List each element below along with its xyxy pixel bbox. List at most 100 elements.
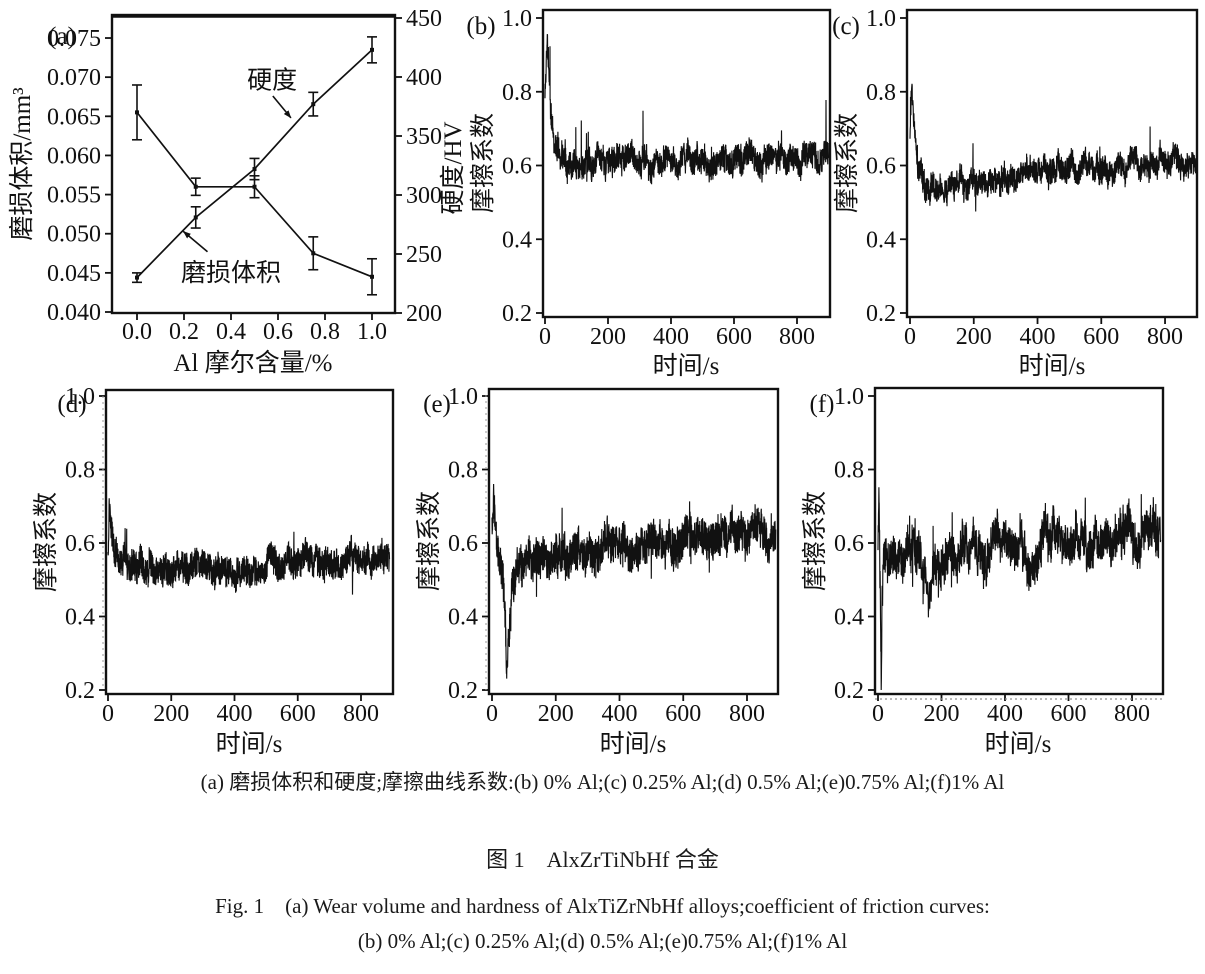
y-tick-label: 300 xyxy=(406,183,442,209)
y-tick-label: 0.070 xyxy=(47,65,101,91)
data-point xyxy=(135,275,139,280)
x-tick-label: 400 xyxy=(653,324,689,350)
x-tick-label: 400 xyxy=(217,701,253,727)
panel-label: (b) xyxy=(466,13,495,40)
x-tick-label: 600 xyxy=(665,701,701,727)
x-tick-label: 800 xyxy=(729,701,765,727)
data-point xyxy=(311,251,316,256)
caption-title-en: Fig. 1 (a) Wear volume and hardness of A… xyxy=(215,894,990,918)
x-tick-label: 600 xyxy=(280,701,316,727)
data-point xyxy=(370,47,374,52)
panel-label: (f) xyxy=(810,391,835,418)
y-tick-label: 0.4 xyxy=(65,605,95,631)
caption-subplots-en: (b) 0% Al;(c) 0.25% Al;(d) 0.5% Al;(e)0.… xyxy=(357,929,848,953)
y-tick-label: 0.8 xyxy=(65,458,95,484)
annotation-wear-volume: 磨损体积 xyxy=(181,230,281,287)
y-tick-label: 0.8 xyxy=(866,80,896,106)
panel-c: 1.0 0.8 0.6 0.4 0.2 0 200 400 600 800 时间/s 摩擦系数 (c) xyxy=(832,6,1199,380)
panel-a: 0.0750.0700.0650.0600.0550.0500.0450.040… xyxy=(8,6,467,377)
x-tick-label: 800 xyxy=(343,701,379,727)
plot-frame xyxy=(487,387,780,696)
panel-e: 1.0 0.8 0.6 0.4 0.2 0 200 400 600 800 时间/s 摩擦系数 (e) xyxy=(415,384,780,758)
y-tick-label: 0.8 xyxy=(502,80,532,106)
y-tick-label: 0.6 xyxy=(502,154,532,180)
panel-label: (c) xyxy=(832,13,860,40)
x-tick-label: 600 xyxy=(1051,701,1087,727)
x-tick-label: 0 xyxy=(872,701,884,727)
y-tick-label: 0.4 xyxy=(866,227,896,253)
y-axis-label: 摩擦系数 xyxy=(833,113,861,213)
y-axis-label-left: 磨损体积/mm³ xyxy=(8,87,36,241)
plot-frame xyxy=(541,8,832,319)
y-tick-label: 0.2 xyxy=(65,678,95,704)
annotation-arrow xyxy=(272,95,292,119)
x-axis-label: 时间/s xyxy=(1019,352,1086,380)
x-tick-label: 0.4 xyxy=(216,319,246,345)
x-tick-label: 400 xyxy=(987,701,1023,727)
plot-frame xyxy=(873,386,1165,696)
y-tick-label: 0.6 xyxy=(65,531,95,557)
y-tick-label: 0.2 xyxy=(834,678,864,704)
data-point xyxy=(252,167,257,172)
data-point xyxy=(311,102,316,107)
friction-signal xyxy=(107,498,391,595)
panel-f: 1.0 0.8 0.6 0.4 0.2 0 200 400 600 800 时间/s 摩擦系数 (f) xyxy=(801,384,1165,758)
x-tick-label: 200 xyxy=(538,701,574,727)
y-tick-label: 450 xyxy=(406,6,442,32)
y-tick-label: 0.8 xyxy=(834,458,864,484)
y-tick-label: 0.6 xyxy=(834,531,864,557)
y-axis-label-right: 硬度/HV xyxy=(439,121,467,214)
y-tick-label: 0.050 xyxy=(47,222,101,248)
y-tick-label: 1.0 xyxy=(65,384,95,410)
x-tick-label: 400 xyxy=(602,701,638,727)
x-tick-label: 800 xyxy=(1114,701,1150,727)
panel-b: 1.0 0.8 0.6 0.4 0.2 0 200 400 600 800 时间/s 摩擦系数 (b) xyxy=(466,6,832,380)
x-tick-label: 200 xyxy=(590,324,626,350)
annotation-text: 硬度 xyxy=(247,67,297,95)
series-wear-volume xyxy=(132,84,377,296)
y-axis-label: 摩擦系数 xyxy=(415,491,443,591)
friction-signal xyxy=(544,33,829,185)
y-tick-label: 1.0 xyxy=(502,6,532,32)
caption-title-cn: 图 1 AlxZrTiNbHf 合金 xyxy=(486,847,719,872)
panel-label: (a) xyxy=(48,23,76,50)
y-tick-label: 0.045 xyxy=(47,261,101,287)
x-tick-label: 0.8 xyxy=(310,319,340,345)
x-tick-label: 0 xyxy=(539,324,551,350)
data-point xyxy=(193,215,198,220)
plot-frame xyxy=(110,13,397,315)
x-tick-label: 0 xyxy=(102,701,114,727)
y-axis-label: 摩擦系数 xyxy=(32,492,60,592)
y-tick-label: 0.2 xyxy=(502,301,532,327)
series-hardness xyxy=(132,36,377,284)
x-tick-label: 0.0 xyxy=(122,319,152,345)
y-tick-label: 0.6 xyxy=(866,154,896,180)
x-tick-label: 0 xyxy=(486,701,498,727)
x-tick-label: 200 xyxy=(924,701,960,727)
y-tick-label: 1.0 xyxy=(866,6,896,32)
x-tick-label: 400 xyxy=(1020,324,1056,350)
annotation-arrow xyxy=(182,230,209,253)
y-tick-label: 400 xyxy=(406,65,442,91)
annotation-text: 磨损体积 xyxy=(181,259,281,287)
panel-d: 1.0 0.8 0.6 0.4 0.2 0 200 400 600 800 时间/s 摩擦系数 (d) xyxy=(32,384,395,758)
y-tick-label: 0.060 xyxy=(47,143,101,169)
x-tick-label: 0.6 xyxy=(263,319,293,345)
x-tick-label: 800 xyxy=(779,324,815,350)
x-axis-label: Al 摩尔含量/% xyxy=(173,349,332,377)
y-tick-label: 1.0 xyxy=(834,384,864,410)
friction-signal xyxy=(909,83,1196,212)
y-tick-label: 0.040 xyxy=(47,300,101,326)
y-tick-label: 0.2 xyxy=(866,301,896,327)
friction-signal xyxy=(491,483,777,679)
x-tick-label: 1.0 xyxy=(357,319,387,345)
y-tick-label: 0.065 xyxy=(47,104,101,130)
data-point xyxy=(135,110,139,115)
x-axis-label: 时间/s xyxy=(216,730,283,758)
caption-subplots-cn: (a) 磨损体积和硬度;摩擦曲线系数:(b) 0% Al;(c) 0.25% A… xyxy=(200,770,1005,794)
x-axis-label: 时间/s xyxy=(653,352,720,380)
y-tick-label: 0.2 xyxy=(448,678,478,704)
panel-label: (e) xyxy=(423,391,451,418)
data-point xyxy=(252,184,257,189)
